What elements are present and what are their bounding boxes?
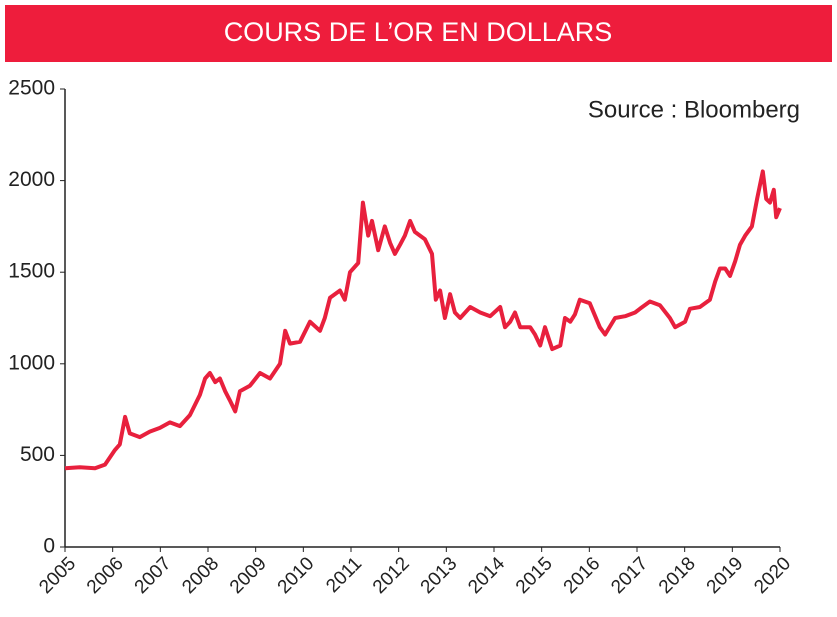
x-tick-label: 2016 — [560, 553, 605, 598]
x-tick-label: 2007 — [131, 553, 176, 598]
x-tick-label: 2017 — [607, 553, 652, 598]
x-tick-label: 2020 — [750, 553, 795, 598]
price-line — [64, 169, 782, 471]
y-tick-label: 1000 — [8, 351, 55, 374]
x-tick-label: 2015 — [512, 553, 557, 598]
x-tick-label: 2006 — [83, 553, 128, 598]
x-tick-label: 2018 — [655, 553, 700, 598]
x-tick-label: 2014 — [464, 553, 509, 598]
x-tick-label: 2005 — [35, 553, 80, 598]
x-tick-label: 2010 — [274, 553, 319, 598]
y-tick-label: 1500 — [8, 260, 55, 283]
title-bar — [5, 5, 832, 62]
x-tick-label: 2008 — [178, 553, 223, 598]
x-tick-label: 2009 — [226, 553, 271, 598]
x-tick-label: 2013 — [417, 553, 462, 598]
x-tick-label: 2012 — [369, 553, 414, 598]
source-note: Source : Bloomberg — [588, 96, 800, 123]
y-tick-label: 2500 — [8, 77, 55, 100]
x-tick-label: 2011 — [322, 553, 366, 597]
y-tick-label: 2000 — [8, 168, 55, 191]
y-tick-label: 500 — [20, 443, 55, 466]
y-tick-label: 0 — [43, 535, 55, 558]
x-tick-label: 2019 — [703, 553, 748, 598]
chart-title: COURS DE L’OR EN DOLLARS — [224, 17, 613, 47]
